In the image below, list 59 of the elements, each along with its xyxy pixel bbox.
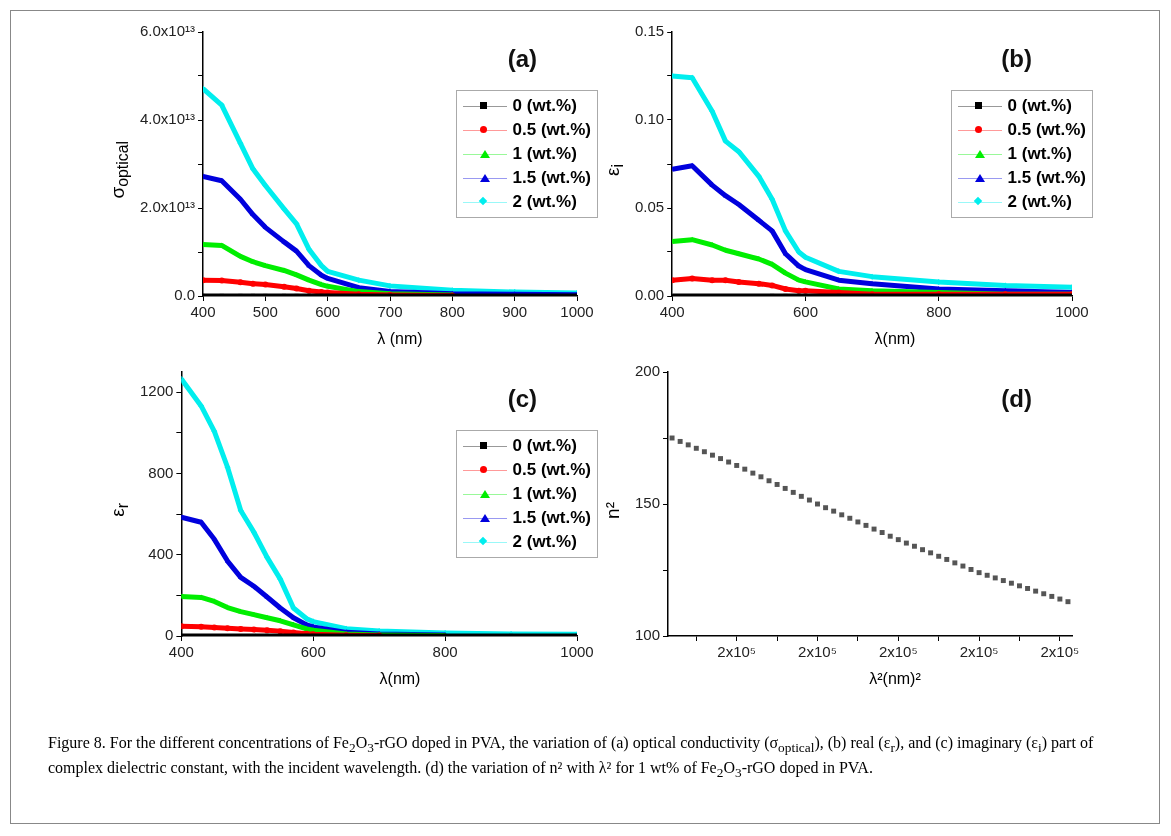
y-tick-label: 1200 [139,382,174,400]
x-tick-label: 1000 [560,643,594,661]
y-tick-label: 400 [148,544,174,562]
y-tick-label: 4.0x10¹³ [140,110,196,128]
y-tick-label: 6.0x10¹³ [140,22,196,40]
x-tick-label: 900 [502,303,528,321]
x-tick-label: 1000 [1055,303,1089,321]
y-tick-label: 200 [635,362,661,380]
x-tick-label: 600 [300,643,326,661]
legend-label: 1.5 (wt.%) [512,168,591,188]
y-tick-label: 800 [148,463,174,481]
text: Figure 8. For the different concentrations of Fe$_{2}$O$_{3}$-rGO doped in PVA, the variation of (a) optical conductivity (σ$_{optical}$), (b) real (ε$_{r}$), and (c) imaginary (ε$_{i}$) part of complex dielectric constant, with the incident wavelength. (d) the variation of n² with λ² for 1 wt% of Fe$_{2}$O$_{3}$-rGO doped in PVA. [48,734,1094,781]
legend-label: 2 (wt.%) [512,192,577,212]
x-tick-label: 800 [432,643,458,661]
y-tick-label: 2.0x10¹³ [140,198,196,216]
x-tick-label: 2x10⁵ [1040,643,1080,661]
legend-label: 1.5 (wt.%) [512,508,591,528]
legend-label: 1.5 (wt.%) [1007,168,1086,188]
x-tick-label: 500 [252,303,278,321]
y-tick-label: 100 [635,626,661,644]
x-tick-label: 800 [926,303,952,321]
x-tick-label: 700 [377,303,403,321]
legend-label: 1 (wt.%) [512,144,577,164]
y-axis-title: n² [602,501,624,519]
y-tick-label: 0.0 [174,286,196,304]
text: (a) [507,44,537,72]
legend-label: 0.5 (wt.%) [512,120,591,140]
y-tick-label: 0.05 [634,198,665,216]
legend-label: 0.5 (wt.%) [1007,120,1086,140]
legend-label: 0 (wt.%) [1007,96,1072,116]
y-tick-label: 150 [635,494,661,512]
legend-label: 2 (wt.%) [1007,192,1072,212]
x-tick-label: 2x10⁵ [717,643,757,661]
x-tick-label: 600 [315,303,341,321]
legend-label: 0.5 (wt.%) [512,460,591,480]
legend-label: 0 (wt.%) [512,96,577,116]
x-tick-label: 800 [439,303,465,321]
y-tick-label: 0.10 [634,110,665,128]
x-axis-title: λ(nm) [873,330,917,348]
x-axis-title: λ²(nm)² [868,670,922,688]
legend-label: 2 (wt.%) [512,532,577,552]
text: (b) [1001,44,1032,72]
x-tick-label: 2x10⁵ [959,643,999,661]
text: (d) [1001,384,1032,412]
x-axis-title: λ (nm) [376,330,424,348]
x-tick-label: 1000 [560,303,594,321]
text: (c) [507,384,537,412]
y-tick-label: 0 [165,626,174,644]
x-tick-label: 2x10⁵ [878,643,918,661]
x-tick-label: 600 [792,303,818,321]
x-axis-title: λ(nm) [378,670,422,688]
x-tick-label: 2x10⁵ [798,643,837,661]
legend-label: 1 (wt.%) [1007,144,1072,164]
x-tick-label: 400 [659,303,685,321]
legend-label: 1 (wt.%) [512,484,577,504]
x-tick-label: 400 [190,303,216,321]
y-tick-label: 0.15 [634,22,665,40]
y-tick-label: 0.00 [634,286,665,304]
legend-label: 0 (wt.%) [512,436,577,456]
